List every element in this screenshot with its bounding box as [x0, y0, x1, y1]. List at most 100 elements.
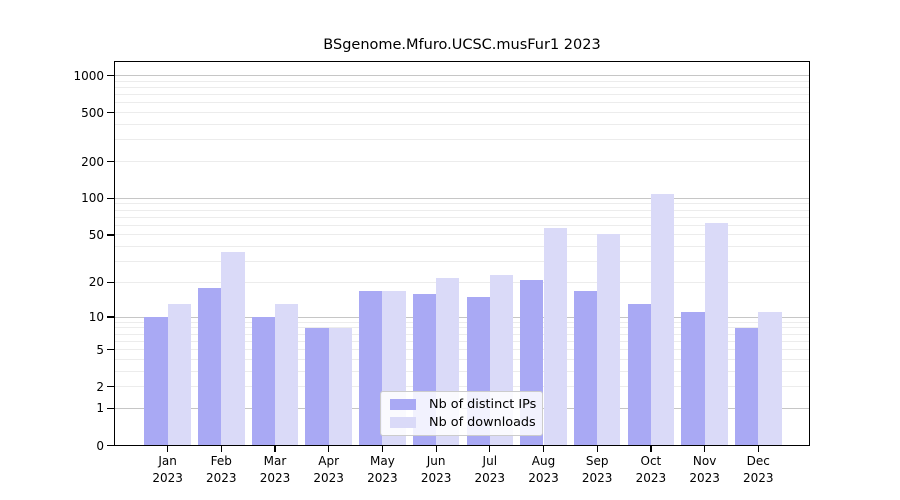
x-tick-may: [381, 445, 384, 452]
y-tick-label-5: 5: [96, 342, 104, 357]
gridline-y-9: [114, 321, 810, 323]
bar-downloads-apr: [328, 327, 352, 446]
bar-distinct-ips-dec: [735, 327, 759, 446]
gridline-y-900: [114, 80, 810, 82]
gridline-y-700: [114, 94, 810, 96]
y-tick-label-50: 50: [88, 227, 104, 242]
plot-border: [114, 61, 810, 446]
bar-downloads-feb: [221, 252, 245, 446]
x-tick-label-jan: Jan 2023: [152, 454, 183, 485]
y-tick-20: [107, 281, 114, 284]
y-tick-label-1: 1: [96, 401, 104, 416]
gridline-y-40: [114, 246, 810, 248]
bar-downloads-oct: [650, 194, 675, 446]
y-tick-label-200: 200: [81, 154, 104, 169]
gridline-y-100: [114, 197, 810, 199]
x-tick-sep: [596, 445, 598, 452]
legend-item-0: Nb of distinct IPs: [390, 398, 542, 411]
x-tick-label-sep: Sep 2023: [581, 454, 613, 485]
x-tick-label-nov: Nov 2023: [689, 454, 720, 485]
x-tick-label-aug: Aug 2023: [528, 454, 559, 485]
x-tick-label-jul: Jul 2023: [474, 454, 506, 485]
x-tick-mar: [274, 445, 276, 452]
legend-label-0: Nb of distinct IPs: [429, 397, 537, 412]
y-tick-0: [107, 444, 114, 447]
bar-downloads-mar: [275, 304, 299, 446]
gridline-y-4: [114, 358, 810, 360]
gridline-y-500: [114, 112, 810, 114]
gridline-y-20: [114, 281, 810, 283]
y-tick-200: [107, 160, 114, 163]
gridline-y-90: [114, 203, 810, 205]
gridline-y-600: [114, 102, 810, 104]
y-tick-100: [107, 197, 114, 200]
gridline-y-5: [114, 349, 810, 351]
gridline-y-2: [114, 386, 810, 388]
gridline-y-300: [114, 139, 810, 141]
y-tick-label-20: 20: [88, 275, 104, 290]
bar-downloads-nov: [704, 222, 728, 446]
legend-item-1: Nb of downloads: [390, 416, 542, 429]
y-tick-label-2: 2: [96, 379, 104, 394]
y-tick-label-100: 100: [81, 191, 104, 206]
x-tick-jun: [435, 445, 437, 452]
x-tick-label-apr: Apr 2023: [313, 454, 344, 485]
gridline-y-800: [114, 86, 810, 88]
chart-title: BSgenome.Mfuro.UCSC.musFur1 2023: [323, 37, 601, 53]
y-tick-label-500: 500: [81, 105, 104, 120]
bar-downloads-jan: [167, 304, 191, 446]
gridline-y-400: [114, 124, 810, 126]
gridline-y-7: [114, 333, 810, 335]
y-tick-1: [107, 407, 114, 410]
x-tick-dec: [757, 445, 759, 452]
gridline-y-50: [114, 234, 810, 236]
x-tick-label-mar: Mar 2023: [259, 454, 291, 485]
bar-distinct-ips-jan: [144, 317, 168, 446]
x-tick-apr: [328, 445, 330, 452]
x-tick-aug: [542, 445, 545, 452]
gridline-y-10: [114, 316, 810, 318]
bar-distinct-ips-nov: [681, 312, 705, 446]
x-tick-label-jun: Jun 2023: [420, 454, 452, 485]
bar-distinct-ips-apr: [305, 327, 329, 446]
y-tick-label-1000: 1000: [73, 68, 104, 83]
gridline-y-80: [114, 209, 810, 211]
x-tick-label-feb: Feb 2023: [206, 454, 237, 485]
gridline-y-6: [114, 340, 810, 342]
gridline-y-8: [114, 327, 810, 329]
gridline-y-200: [114, 161, 810, 163]
bar-distinct-ips-oct: [627, 304, 651, 446]
gridline-y-30: [114, 261, 810, 263]
x-tick-jan: [167, 445, 169, 452]
y-tick-50: [107, 234, 114, 236]
y-tick-1000: [107, 74, 114, 77]
x-tick-label-dec: Dec 2023: [743, 454, 774, 485]
gridline-y-3: [114, 370, 810, 372]
x-tick-oct: [650, 445, 652, 452]
bar-distinct-ips-may: [359, 290, 383, 446]
y-tick-label-10: 10: [88, 310, 104, 325]
x-tick-nov: [704, 445, 706, 452]
legend-label-1: Nb of downloads: [429, 415, 536, 430]
bar-downloads-dec: [758, 312, 782, 446]
gridline-y-1000: [114, 75, 810, 77]
bar-distinct-ips-mar: [251, 317, 275, 446]
legend: Nb of distinct IPs Nb of downloads: [380, 391, 543, 436]
legend-swatch-0: [390, 399, 416, 410]
x-tick-label-oct: Oct 2023: [635, 454, 667, 485]
bar-downloads-aug: [543, 228, 567, 446]
y-tick-10: [107, 316, 114, 318]
bar-downloads-sep: [597, 233, 621, 446]
x-tick-label-may: May 2023: [367, 454, 398, 485]
x-tick-feb: [220, 445, 222, 452]
x-tick-jul: [489, 445, 491, 452]
y-tick-label-0: 0: [96, 438, 104, 453]
y-tick-2: [107, 386, 114, 388]
legend-swatch-1: [390, 417, 416, 428]
y-tick-500: [107, 112, 114, 114]
gridline-y-70: [114, 216, 810, 218]
gridline-y-60: [114, 224, 810, 226]
y-tick-5: [107, 348, 114, 351]
bar-distinct-ips-feb: [198, 287, 222, 446]
